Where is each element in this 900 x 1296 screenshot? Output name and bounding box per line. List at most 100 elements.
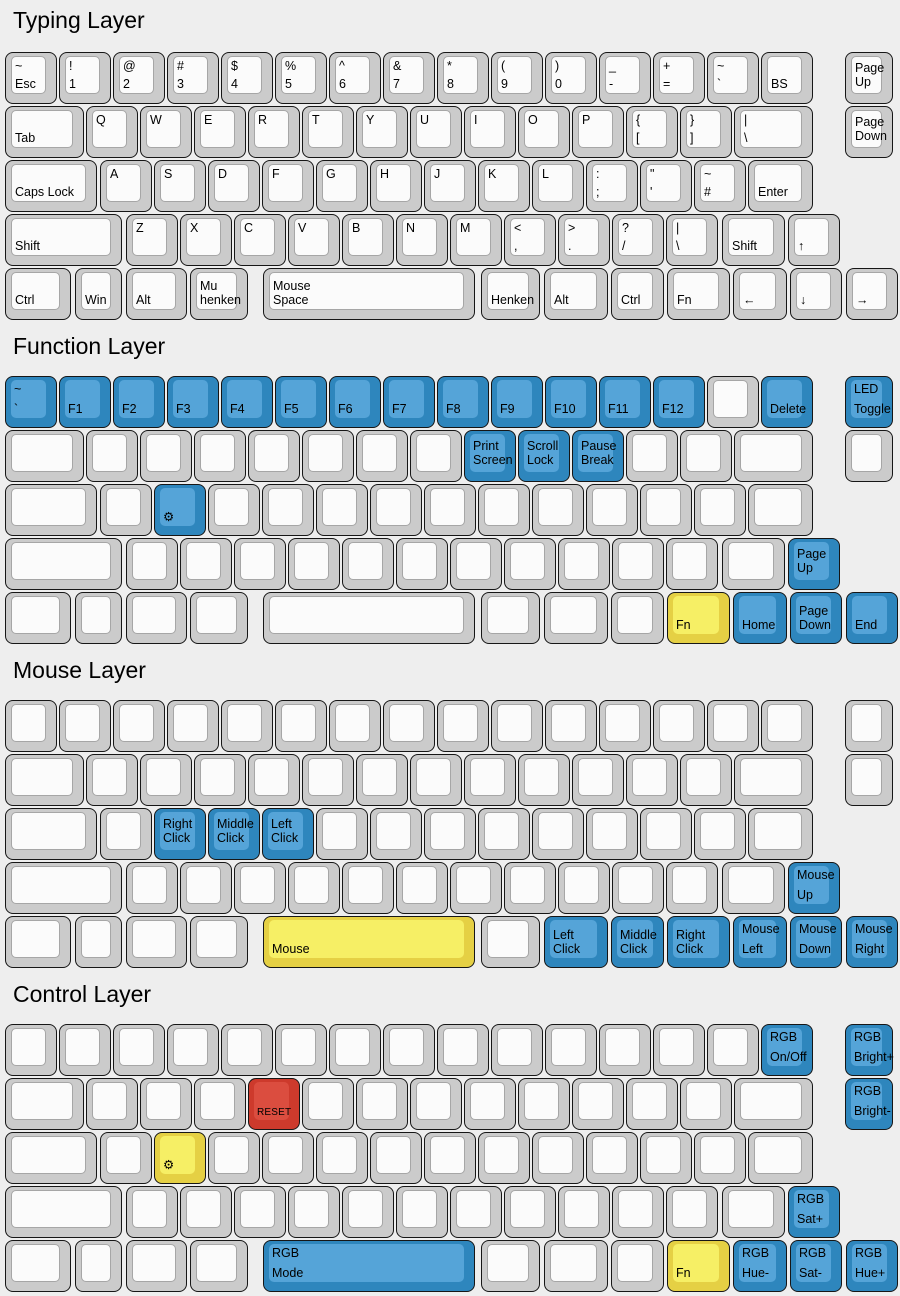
key-blank[interactable] <box>707 1024 759 1076</box>
key-blank[interactable] <box>572 754 624 806</box>
key-blank[interactable] <box>532 808 584 860</box>
key-ctrl[interactable]: Ctrl <box>5 268 71 320</box>
key-8[interactable]: * 8 <box>437 52 489 104</box>
key-t[interactable]: T <box>302 106 354 158</box>
key-blank[interactable] <box>532 484 584 536</box>
key-blank[interactable] <box>612 1186 664 1238</box>
key-blank[interactable] <box>845 700 893 752</box>
key-rgb-sat-plus[interactable]: RGB Sat+ <box>788 1186 840 1238</box>
key-4[interactable]: $4 <box>221 52 273 104</box>
key-blank[interactable] <box>558 1186 610 1238</box>
key-z[interactable]: Z <box>126 214 178 266</box>
key-scroll-lock[interactable]: Scroll Lock <box>518 430 570 482</box>
key-blank[interactable] <box>302 430 354 482</box>
key-middle-click[interactable]: Middle Click <box>208 808 260 860</box>
key-blank[interactable] <box>481 916 540 968</box>
key-gear[interactable]: ⚙ <box>154 1132 206 1184</box>
key-blank[interactable] <box>383 1024 435 1076</box>
key-blank[interactable] <box>100 1132 152 1184</box>
key-ctrl[interactable]: Ctrl <box>611 268 664 320</box>
key-blank[interactable]: :; <box>586 160 638 212</box>
key-blank[interactable] <box>329 1024 381 1076</box>
key-blank[interactable] <box>586 1132 638 1184</box>
key-b[interactable]: B <box>342 214 394 266</box>
key-blank[interactable] <box>504 1186 556 1238</box>
key-f6[interactable]: F6 <box>329 376 381 428</box>
key-blank[interactable] <box>5 862 122 914</box>
key-blank[interactable] <box>572 1078 624 1130</box>
key-blank[interactable] <box>586 808 638 860</box>
key-blank[interactable] <box>329 700 381 752</box>
key-blank[interactable] <box>234 538 286 590</box>
key-shift[interactable]: Shift <box>5 214 122 266</box>
key-f3[interactable]: F3 <box>167 376 219 428</box>
key-blank[interactable] <box>845 754 893 806</box>
key-a[interactable]: A <box>100 160 152 212</box>
key-blank[interactable] <box>194 754 246 806</box>
key-tab[interactable]: Tab <box>5 106 84 158</box>
key-blank[interactable] <box>234 1186 286 1238</box>
key-blank[interactable]: " ' <box>640 160 692 212</box>
key-blank[interactable] <box>680 430 732 482</box>
key-blank[interactable] <box>342 862 394 914</box>
key-blank[interactable] <box>59 1024 111 1076</box>
key-blank[interactable] <box>5 754 84 806</box>
key-mouse-right[interactable]: Mouse Right <box>846 916 898 968</box>
key-blank[interactable] <box>262 484 314 536</box>
key-blank[interactable] <box>342 538 394 590</box>
key-blank[interactable] <box>234 862 286 914</box>
key-mouse[interactable]: Mouse <box>263 916 475 968</box>
key-e[interactable]: E <box>194 106 246 158</box>
key-f4[interactable]: F4 <box>221 376 273 428</box>
key-led-toggle[interactable]: LED Toggle <box>845 376 893 428</box>
key-blank[interactable] <box>424 808 476 860</box>
key-page-up[interactable]: Page Up <box>845 52 893 104</box>
key-rgb-mode[interactable]: RGB Mode <box>263 1240 475 1292</box>
key-blank[interactable] <box>611 1240 664 1292</box>
key-blank[interactable] <box>504 862 556 914</box>
key-blank[interactable] <box>248 430 300 482</box>
key-blank[interactable] <box>680 1078 732 1130</box>
key-blank[interactable] <box>275 1024 327 1076</box>
key-blank[interactable] <box>748 808 813 860</box>
key-blank[interactable] <box>464 1078 516 1130</box>
key-rgb-bright-minus[interactable]: RGB Bright- <box>845 1078 893 1130</box>
key-blank[interactable] <box>5 538 122 590</box>
key-blank[interactable] <box>424 484 476 536</box>
key-blank[interactable] <box>626 1078 678 1130</box>
key-caps-lock[interactable]: Caps Lock <box>5 160 97 212</box>
key-rgb-hue-minus[interactable]: RGB Hue- <box>733 1240 787 1292</box>
key-alt[interactable]: Alt <box>126 268 187 320</box>
key-blank[interactable] <box>611 592 664 644</box>
key-blank[interactable] <box>316 1132 368 1184</box>
key-blank[interactable] <box>370 1132 422 1184</box>
key-f10[interactable]: F10 <box>545 376 597 428</box>
key-blank[interactable] <box>491 1024 543 1076</box>
key-blank[interactable] <box>722 862 785 914</box>
key-blank[interactable] <box>748 484 813 536</box>
key-blank[interactable] <box>396 1186 448 1238</box>
key-blank[interactable] <box>640 1132 692 1184</box>
key-enter[interactable]: Enter <box>748 160 813 212</box>
key-f8[interactable]: F8 <box>437 376 489 428</box>
key-blank[interactable] <box>194 1078 246 1130</box>
key-blank[interactable] <box>734 430 813 482</box>
key-blank[interactable] <box>612 538 664 590</box>
key-blank[interactable] <box>478 1132 530 1184</box>
key-blank[interactable] <box>722 538 785 590</box>
key-1[interactable]: ! 1 <box>59 52 111 104</box>
key-blank[interactable] <box>558 862 610 914</box>
key-fn[interactable]: Fn <box>667 1240 730 1292</box>
key-left-click[interactable]: Left Click <box>544 916 608 968</box>
key-delete[interactable]: Delete <box>761 376 813 428</box>
key-i[interactable]: I <box>464 106 516 158</box>
key-blank[interactable] <box>626 430 678 482</box>
key-blank[interactable] <box>288 538 340 590</box>
key-blank[interactable] <box>437 700 489 752</box>
key-blank[interactable] <box>478 484 530 536</box>
key-win[interactable]: Win <box>75 268 122 320</box>
key-mouse-left[interactable]: Mouse Left <box>733 916 787 968</box>
key-mouse-up[interactable]: Mouse Up <box>788 862 840 914</box>
key-blank[interactable] <box>450 538 502 590</box>
key-blank[interactable] <box>532 1132 584 1184</box>
